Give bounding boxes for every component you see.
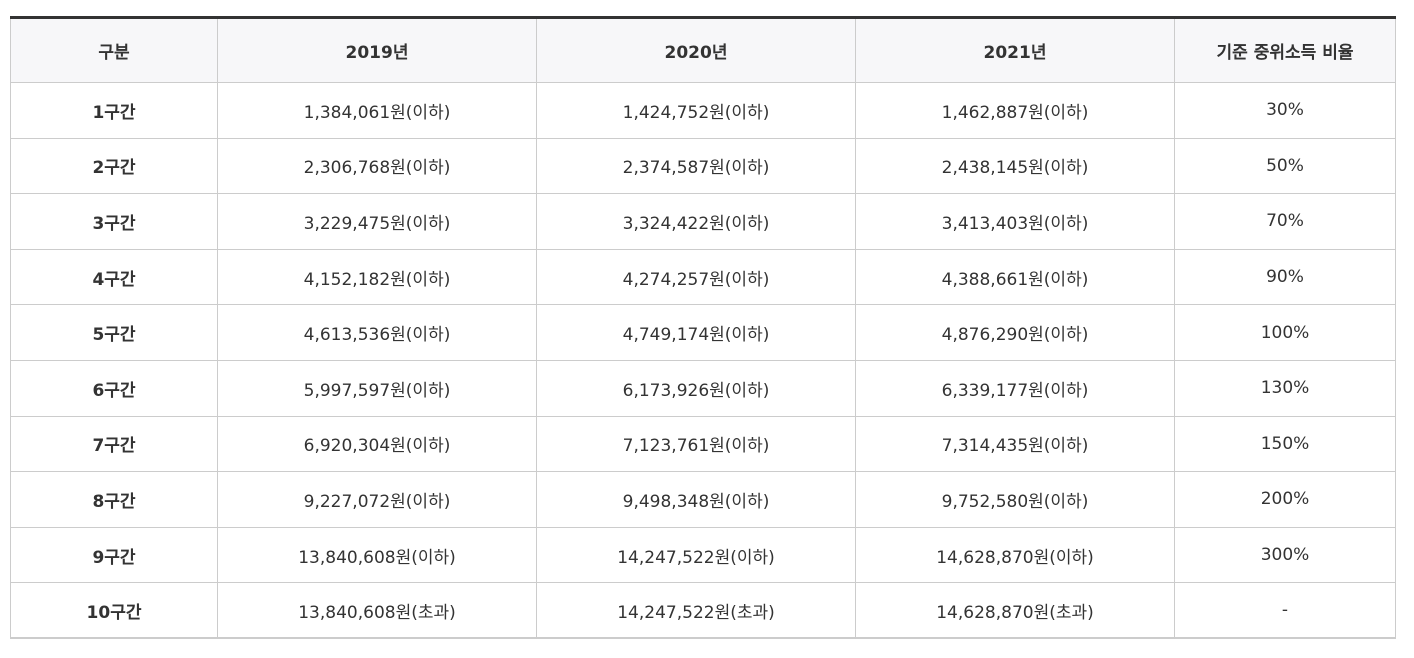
table-row: 8구간 9,227,072원(이하) 9,498,348원(이하) 9,752,… [10, 471, 1396, 528]
cell-2019: 9,227,072원(이하) [217, 471, 537, 528]
cell-2019: 2,306,768원(이하) [217, 137, 537, 195]
income-bracket-table: 구분 2019년 2020년 2021년 기준 중위소득 비율 1구간 1,38… [10, 16, 1396, 640]
header-category: 구분 [10, 17, 218, 83]
table-row: 10구간 13,840,608원(초과) 14,247,522원(초과) 14,… [10, 582, 1396, 640]
table-row: 5구간 4,613,536원(이하) 4,749,174원(이하) 4,876,… [10, 304, 1396, 361]
cell-2021: 1,462,887원(이하) [855, 82, 1175, 139]
income-bracket-table-container: 구분 2019년 2020년 2021년 기준 중위소득 비율 1구간 1,38… [10, 16, 1396, 640]
row-label: 3구간 [10, 193, 218, 250]
cell-2021: 3,413,403원(이하) [855, 193, 1175, 250]
cell-2021: 14,628,870원(이하) [855, 526, 1175, 584]
table-row: 1구간 1,384,061원(이하) 1,424,752원(이하) 1,462,… [10, 82, 1396, 139]
cell-ratio: 130% [1174, 359, 1396, 417]
cell-ratio: 90% [1174, 248, 1396, 306]
cell-ratio: 50% [1174, 137, 1396, 195]
cell-ratio: 100% [1174, 304, 1396, 361]
table-row: 6구간 5,997,597원(이하) 6,173,926원(이하) 6,339,… [10, 359, 1396, 417]
cell-2019: 5,997,597원(이하) [217, 359, 537, 417]
row-label: 9구간 [10, 526, 218, 584]
table-row: 4구간 4,152,182원(이하) 4,274,257원(이하) 4,388,… [10, 248, 1396, 306]
cell-ratio: - [1174, 582, 1396, 640]
row-label: 2구간 [10, 137, 218, 195]
row-label: 5구간 [10, 304, 218, 361]
cell-2020: 7,123,761원(이하) [536, 415, 856, 473]
row-label: 6구간 [10, 359, 218, 417]
table-row: 3구간 3,229,475원(이하) 3,324,422원(이하) 3,413,… [10, 193, 1396, 250]
table-row: 9구간 13,840,608원(이하) 14,247,522원(이하) 14,6… [10, 526, 1396, 584]
cell-ratio: 200% [1174, 471, 1396, 528]
table-header-row: 구분 2019년 2020년 2021년 기준 중위소득 비율 [10, 17, 1396, 83]
cell-2020: 3,324,422원(이하) [536, 193, 856, 250]
cell-2019: 4,613,536원(이하) [217, 304, 537, 361]
cell-2020: 2,374,587원(이하) [536, 137, 856, 195]
table-row: 2구간 2,306,768원(이하) 2,374,587원(이하) 2,438,… [10, 137, 1396, 195]
row-label: 1구간 [10, 82, 218, 139]
cell-2020: 14,247,522원(초과) [536, 582, 856, 640]
cell-2019: 3,229,475원(이하) [217, 193, 537, 250]
cell-ratio: 70% [1174, 193, 1396, 250]
table-row: 7구간 6,920,304원(이하) 7,123,761원(이하) 7,314,… [10, 415, 1396, 473]
cell-ratio: 150% [1174, 415, 1396, 473]
cell-2021: 7,314,435원(이하) [855, 415, 1175, 473]
header-2021: 2021년 [855, 17, 1175, 83]
header-2020: 2020년 [536, 17, 856, 83]
cell-2021: 9,752,580원(이하) [855, 471, 1175, 528]
cell-2020: 6,173,926원(이하) [536, 359, 856, 417]
row-label: 4구간 [10, 248, 218, 306]
cell-2019: 13,840,608원(이하) [217, 526, 537, 584]
row-label: 10구간 [10, 582, 218, 640]
cell-2021: 4,388,661원(이하) [855, 248, 1175, 306]
row-label: 8구간 [10, 471, 218, 528]
cell-2020: 14,247,522원(이하) [536, 526, 856, 584]
cell-2020: 4,274,257원(이하) [536, 248, 856, 306]
cell-2021: 6,339,177원(이하) [855, 359, 1175, 417]
cell-ratio: 30% [1174, 82, 1396, 139]
row-label: 7구간 [10, 415, 218, 473]
header-median-income-ratio: 기준 중위소득 비율 [1174, 17, 1396, 83]
cell-2019: 1,384,061원(이하) [217, 82, 537, 139]
cell-2019: 6,920,304원(이하) [217, 415, 537, 473]
cell-2019: 13,840,608원(초과) [217, 582, 537, 640]
cell-2020: 1,424,752원(이하) [536, 82, 856, 139]
header-2019: 2019년 [217, 17, 537, 83]
cell-2021: 14,628,870원(초과) [855, 582, 1175, 640]
cell-2020: 9,498,348원(이하) [536, 471, 856, 528]
cell-ratio: 300% [1174, 526, 1396, 584]
cell-2019: 4,152,182원(이하) [217, 248, 537, 306]
cell-2021: 4,876,290원(이하) [855, 304, 1175, 361]
cell-2021: 2,438,145원(이하) [855, 137, 1175, 195]
cell-2020: 4,749,174원(이하) [536, 304, 856, 361]
